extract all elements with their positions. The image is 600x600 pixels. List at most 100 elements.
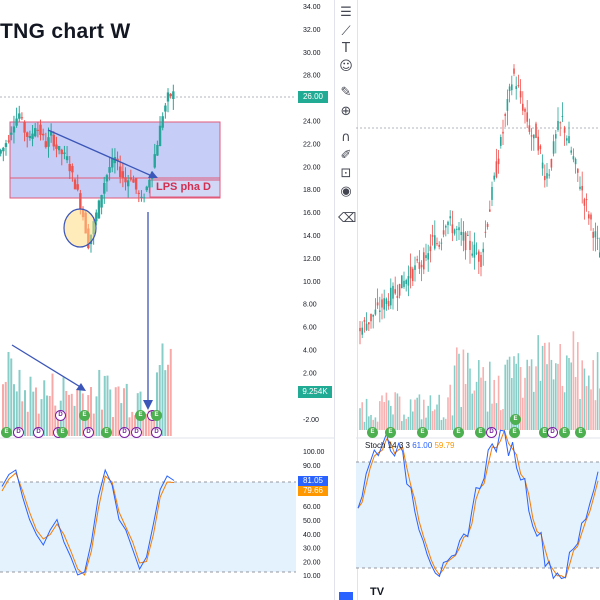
candle-body bbox=[134, 178, 138, 190]
candle-body bbox=[172, 91, 175, 100]
event-marker[interactable]: D bbox=[33, 427, 44, 438]
right-candle-body bbox=[385, 298, 388, 304]
right-candle-body bbox=[447, 221, 449, 226]
right-volume-bar bbox=[559, 343, 561, 430]
right-event-marker[interactable]: E bbox=[385, 427, 396, 438]
downtrend-arrow[interactable] bbox=[47, 129, 153, 177]
event-marker[interactable]: D bbox=[83, 427, 94, 438]
right-event-marker[interactable]: E bbox=[559, 427, 570, 438]
right-candle-body bbox=[535, 123, 537, 138]
event-marker[interactable]: D bbox=[131, 427, 142, 438]
right-candle-body bbox=[387, 300, 390, 307]
right-volume-bar bbox=[453, 365, 456, 430]
event-marker[interactable]: E bbox=[101, 427, 112, 438]
candle-body bbox=[119, 166, 122, 178]
right-volume-bar bbox=[425, 417, 427, 430]
right-volume-bar bbox=[513, 356, 515, 430]
right-volume-bar bbox=[361, 402, 363, 430]
zoom-in-icon[interactable]: ⊕ bbox=[340, 104, 352, 119]
price-axis-label: 18.00 bbox=[303, 187, 321, 194]
toolbar-bottom-button[interactable] bbox=[339, 592, 353, 600]
event-marker[interactable]: E bbox=[151, 410, 162, 421]
event-marker[interactable]: E bbox=[57, 427, 68, 438]
right-volume-bar bbox=[585, 386, 588, 430]
right-chart-panel[interactable] bbox=[356, 0, 600, 600]
candle-body bbox=[164, 105, 167, 112]
volume-bar bbox=[4, 381, 7, 436]
right-event-marker[interactable]: D bbox=[486, 427, 497, 438]
stoch-d-line bbox=[1, 472, 175, 576]
volume-bar bbox=[51, 373, 54, 436]
right-candle-body bbox=[460, 231, 462, 236]
right-volume-bar bbox=[550, 359, 553, 430]
right-event-marker[interactable]: E bbox=[509, 427, 520, 438]
right-candle-body bbox=[420, 264, 423, 268]
right-candle-body bbox=[544, 175, 546, 181]
right-volume-bar bbox=[418, 394, 421, 430]
right-event-marker[interactable]: E bbox=[417, 427, 428, 438]
stoch-value-d: 59.79 bbox=[434, 441, 455, 450]
right-volume-bar bbox=[392, 414, 394, 430]
right-volume-bar bbox=[506, 359, 509, 430]
right-event-marker[interactable]: D bbox=[547, 427, 558, 438]
right-volume-bars bbox=[359, 331, 600, 430]
right-event-marker[interactable]: E bbox=[575, 427, 586, 438]
event-marker[interactable]: D bbox=[151, 427, 162, 438]
right-event-marker[interactable]: E bbox=[453, 427, 464, 438]
right-candle-body bbox=[539, 145, 542, 150]
trend-line-icon[interactable]: ⟋ bbox=[341, 24, 351, 39]
event-marker[interactable]: D bbox=[119, 427, 130, 438]
event-marker[interactable]: D bbox=[13, 427, 24, 438]
price-axis-label: 14.00 bbox=[303, 233, 321, 240]
right-event-marker[interactable]: E bbox=[510, 414, 521, 425]
trash-icon[interactable]: ⌫ bbox=[338, 211, 357, 226]
stoch-params: 14 3 3 bbox=[387, 441, 410, 450]
ruler-icon[interactable]: ✎ bbox=[340, 85, 352, 100]
candle-body bbox=[153, 154, 156, 168]
magnet-icon[interactable]: ∩ bbox=[341, 130, 351, 145]
text-icon[interactable]: T bbox=[342, 41, 350, 56]
right-candle-body bbox=[368, 322, 370, 325]
left-chart-panel[interactable]: 34.00 32.00 30.00 28.00 26.00 24.00 22.00 20.00… bbox=[0, 0, 334, 600]
candle-body bbox=[95, 212, 98, 222]
right-stoch-lines bbox=[357, 429, 599, 580]
right-event-marker[interactable]: E bbox=[475, 427, 486, 438]
right-volume-bar bbox=[401, 421, 403, 430]
volume-bar bbox=[48, 395, 51, 436]
right-volume-bar bbox=[539, 380, 542, 430]
right-stoch-d-line bbox=[357, 429, 599, 579]
right-volume-bar bbox=[570, 362, 572, 430]
candle-body bbox=[105, 175, 109, 182]
event-marker[interactable]: E bbox=[1, 427, 12, 438]
lock-icon[interactable]: ⊡ bbox=[340, 166, 352, 181]
volume-bar bbox=[37, 413, 40, 436]
tradingview-logo[interactable]: TV bbox=[370, 586, 385, 598]
right-volume-bar bbox=[592, 360, 594, 430]
right-candle-body bbox=[506, 99, 509, 111]
right-volume-bar bbox=[429, 395, 432, 430]
right-candle-body bbox=[519, 91, 522, 98]
price-axis-label: 24.00 bbox=[303, 119, 321, 126]
event-marker[interactable]: E bbox=[135, 410, 146, 421]
spring-circle[interactable] bbox=[63, 208, 97, 248]
candle-body bbox=[0, 150, 2, 154]
event-marker[interactable]: D bbox=[55, 410, 66, 421]
right-candle-body bbox=[590, 214, 592, 220]
lock-drawing-icon[interactable]: ✐ bbox=[340, 148, 352, 163]
right-volume-bar bbox=[478, 360, 480, 430]
volume-decline-arrow[interactable] bbox=[11, 344, 83, 389]
right-event-marker[interactable]: E bbox=[367, 427, 378, 438]
lps-box[interactable] bbox=[149, 179, 221, 198]
right-candle-body bbox=[478, 251, 480, 262]
right-volume-bar bbox=[504, 364, 506, 430]
eye-icon[interactable]: ◉ bbox=[340, 184, 352, 199]
volume-bar bbox=[13, 384, 15, 436]
volume-bar bbox=[95, 396, 98, 436]
right-stoch-legend[interactable]: Stoch 14 3 3 61.00 59.79 bbox=[365, 441, 454, 450]
candle-body bbox=[169, 93, 172, 97]
event-marker[interactable]: E bbox=[79, 410, 90, 421]
emoji-icon[interactable]: ☺ bbox=[339, 59, 353, 74]
right-volume-bar bbox=[546, 364, 548, 430]
crosshair-lines-icon[interactable]: ☰ bbox=[340, 5, 352, 20]
right-volume-bar bbox=[583, 368, 586, 430]
